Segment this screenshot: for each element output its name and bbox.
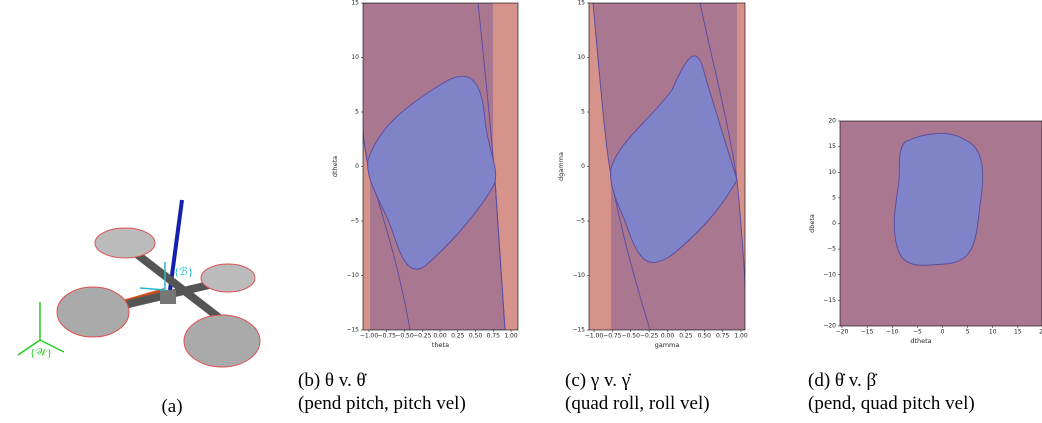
x-tick-label: −10: [886, 329, 899, 336]
y-tick-label: −15: [346, 327, 359, 334]
caption: (d) θ̇ v. β̇: [808, 370, 878, 391]
x-tick-label: 20: [1039, 329, 1042, 336]
x-tick-label: 1.00: [504, 333, 518, 340]
y-tick-label: −10: [572, 272, 585, 279]
y-axis-label: dbeta: [808, 214, 816, 233]
caption: (pend, quad pitch vel): [808, 393, 975, 414]
x-tick-label: −1.00: [585, 333, 604, 340]
x-tick-label: 0.00: [661, 333, 675, 340]
x-axis-label: gamma: [655, 341, 680, 349]
x-tick-label: 0.50: [698, 333, 712, 340]
y-tick-label: 20: [828, 118, 836, 125]
plot-b-regions: [363, 3, 518, 330]
x-tick-label: 0.75: [487, 333, 501, 340]
y-tick-label: −5: [827, 246, 836, 253]
y-tick-label: −10: [346, 272, 359, 279]
plot-c-regions: [589, 3, 745, 330]
x-tick-label: −20: [836, 329, 849, 336]
y-tick-label: 0: [581, 163, 585, 170]
x-tick-label: −15: [861, 329, 874, 336]
x-tick-label: −0.75: [603, 333, 622, 340]
y-tick-label: −15: [572, 327, 585, 334]
x-tick-label: 0.00: [433, 333, 447, 340]
x-tick-label: 0: [941, 329, 945, 336]
y-tick-label: 15: [828, 143, 836, 150]
caption: (c) γ v. γ̇: [565, 370, 632, 391]
x-tick-label: 0.25: [451, 333, 465, 340]
x-tick-label: −1.00: [360, 333, 379, 340]
y-tick-label: 5: [581, 109, 585, 116]
x-axis-label: dtheta: [910, 337, 931, 345]
y-tick-label: −5: [576, 218, 585, 225]
caption: (b) θ v. θ̇: [298, 370, 368, 391]
y-tick-label: 15: [351, 0, 359, 7]
x-tick-label: −0.75: [378, 333, 397, 340]
frame-label: {ℬ}: [174, 266, 193, 278]
y-tick-label: 0: [355, 163, 359, 170]
plot-d-regions: [840, 121, 1042, 326]
x-tick-label: 0.75: [716, 333, 730, 340]
y-tick-label: 10: [577, 54, 585, 61]
y-tick-label: −15: [823, 297, 836, 304]
x-tick-label: 0.50: [469, 333, 483, 340]
y-tick-label: 5: [355, 109, 359, 116]
x-tick-label: −5: [913, 329, 922, 336]
drone-illustration: [17, 199, 261, 368]
y-axis-label: dtheta: [331, 156, 339, 177]
x-tick-label: −0.25: [413, 333, 432, 340]
x-tick-label: 10: [989, 329, 997, 336]
y-tick-label: 15: [577, 0, 585, 7]
y-tick-label: 10: [351, 54, 359, 61]
x-tick-label: 1.00: [734, 333, 748, 340]
y-tick-label: 0: [832, 220, 836, 227]
y-tick-label: 10: [828, 169, 836, 176]
x-tick-label: −0.50: [622, 333, 641, 340]
x-tick-label: −0.50: [395, 333, 414, 340]
caption: (pend pitch, pitch vel): [298, 393, 466, 414]
x-tick-label: 0.25: [679, 333, 693, 340]
frame-label: {𝒲}: [30, 347, 52, 359]
x-tick-label: −0.25: [640, 333, 659, 340]
y-tick-label: −5: [350, 218, 359, 225]
caption: (a): [161, 396, 182, 417]
x-tick-label: 5: [966, 329, 970, 336]
x-tick-label: 15: [1014, 329, 1022, 336]
y-tick-label: 5: [832, 194, 836, 201]
y-axis-label: dgamma: [557, 152, 565, 181]
y-tick-label: −10: [823, 271, 836, 278]
caption: (quad roll, roll vel): [565, 393, 710, 414]
y-tick-label: −20: [823, 323, 836, 330]
x-axis-label: theta: [432, 341, 449, 349]
